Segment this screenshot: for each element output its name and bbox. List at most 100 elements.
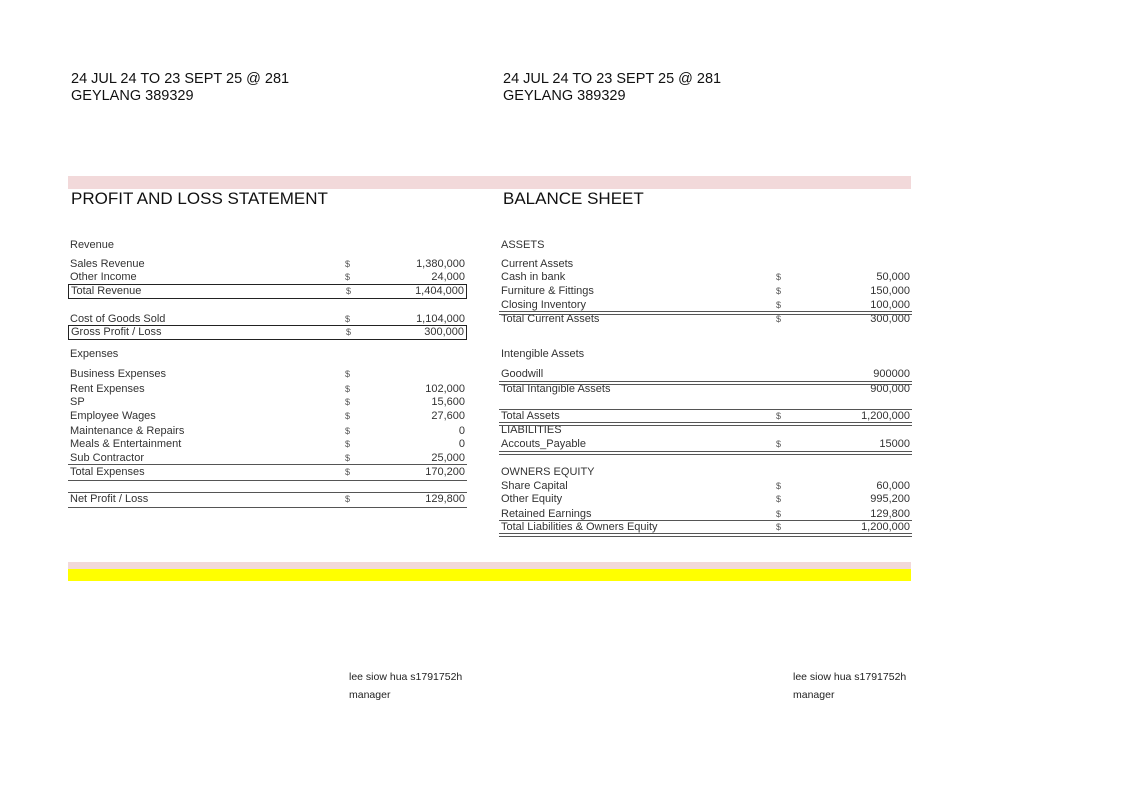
rule-line: [499, 520, 912, 521]
rule-line: [499, 453, 912, 455]
table-row: Current Assets: [499, 258, 912, 271]
row-value: 129,800: [870, 508, 910, 520]
rule-line: [499, 451, 912, 452]
row-value: 25,000: [431, 452, 465, 464]
signature-left: lee siow hua s1791752h manager: [349, 668, 462, 704]
signature-right-name: lee siow hua s1791752h: [793, 671, 907, 683]
rule-line: [499, 313, 912, 315]
dollar-sign: $: [345, 439, 351, 449]
row-label: ASSETS: [501, 239, 545, 251]
rule-line: [499, 383, 912, 385]
rule-line: [68, 492, 467, 493]
row-label: Closing Inventory: [501, 299, 586, 311]
row-label: Share Capital: [501, 480, 568, 492]
table-row: Expenses: [68, 348, 467, 361]
row-label: SP: [70, 396, 85, 408]
row-value: 900000: [873, 368, 910, 380]
row-label: Accouts_Payable: [501, 438, 586, 450]
row-label: Total Liabilities & Owners Equity: [501, 521, 658, 533]
dollar-sign: $: [776, 411, 782, 421]
row-value: 300,000: [870, 313, 910, 325]
table-row: Retained Earnings $129,800: [499, 508, 912, 521]
table-row: Revenue: [68, 239, 467, 252]
dollar-sign: $: [345, 272, 351, 282]
table-row: Cost of Goods Sold $1,104,000: [68, 313, 467, 326]
row-value: 0: [458, 425, 465, 437]
table-row: Sales Revenue $1,380,000: [68, 258, 467, 271]
row-label: Total Intangible Assets: [501, 383, 611, 395]
row-label: Sub Contractor: [70, 452, 144, 464]
signature-right: lee siow hua s1791752h manager: [793, 668, 906, 704]
row-label: OWNERS EQUITY: [501, 466, 595, 478]
header-right-line2: GEYLANG 389329: [503, 88, 626, 104]
header-left-line1: 24 JUL 24 TO 23 SEPT 25 @ 281: [71, 71, 290, 87]
rule-line: [68, 464, 467, 465]
rule-line: [68, 480, 467, 481]
row-value: 50,000: [876, 271, 910, 283]
row-value: 129,800: [425, 493, 465, 505]
row-label: Cost of Goods Sold: [70, 313, 166, 325]
rule-line: [499, 424, 912, 426]
table-row: Maintenance & Repairs $0: [68, 425, 467, 438]
row-label: Rent Expenses: [70, 383, 145, 395]
row-value: 1,104,000: [416, 313, 465, 325]
table-row: Total Current Assets $300,000: [499, 313, 912, 326]
dollar-sign: $: [776, 494, 782, 504]
dollar-sign: $: [776, 300, 782, 310]
row-value: 27,600: [431, 410, 465, 422]
table-row: Total Assets $1,200,000: [499, 410, 912, 423]
rule-line: [499, 311, 912, 312]
rule-line: [68, 507, 467, 508]
table-row: Sub Contractor $25,000: [68, 452, 467, 465]
dollar-sign: $: [346, 286, 352, 296]
dollar-sign: $: [776, 481, 782, 491]
row-value: 24,000: [431, 271, 465, 283]
row-label: Revenue: [70, 239, 115, 251]
table-row: Other Income $24,000: [68, 271, 467, 284]
dollar-sign: $: [345, 426, 351, 436]
row-label: Total Assets: [501, 410, 560, 422]
pink-band-bottom: [68, 562, 911, 569]
row-label: Net Profit / Loss: [70, 493, 149, 505]
row-value: 1,380,000: [416, 258, 465, 270]
dollar-sign: $: [345, 494, 351, 504]
row-label: Sales Revenue: [70, 258, 145, 270]
row-value: 995,200: [870, 493, 910, 505]
dollar-sign: $: [776, 286, 782, 296]
table-row: Rent Expenses $102,000: [68, 383, 467, 396]
row-value: 60,000: [876, 480, 910, 492]
row-label: LIABILITIES: [501, 424, 562, 436]
row-label: Goodwill: [501, 368, 544, 380]
row-value: 1,404,000: [415, 285, 464, 297]
table-row: OWNERS EQUITY: [499, 466, 912, 479]
row-label: Meals & Entertainment: [70, 438, 182, 450]
table-row: Furniture & Fittings $150,000: [499, 285, 912, 298]
row-label: Maintenance & Repairs: [70, 425, 185, 437]
header-left: 24 JUL 24 TO 23 SEPT 25 @ 281 GEYLANG 38…: [71, 71, 289, 105]
header-right-line1: 24 JUL 24 TO 23 SEPT 25 @ 281: [503, 71, 722, 87]
table-row: Share Capital $60,000: [499, 480, 912, 493]
signature-left-role: manager: [349, 689, 391, 701]
table-row: Business Expenses $: [68, 368, 467, 381]
table-row: LIABILITIES: [499, 424, 912, 437]
table-row: Closing Inventory $100,000: [499, 299, 912, 312]
rule-line: [499, 422, 912, 423]
row-value: 150,000: [870, 285, 910, 297]
table-row: Total Intangible Assets 900,000: [499, 383, 912, 396]
row-value: 100,000: [870, 299, 910, 311]
row-value: 15,600: [431, 396, 465, 408]
row-label: Employee Wages: [70, 410, 156, 422]
table-row: Other Equity $995,200: [499, 493, 912, 506]
row-value: 0: [458, 438, 465, 450]
row-label: Retained Earnings: [501, 508, 592, 520]
table-row: Goodwill 900000: [499, 368, 912, 381]
dollar-sign: $: [776, 314, 782, 324]
table-row: Employee Wages $27,600: [68, 410, 467, 423]
header-right: 24 JUL 24 TO 23 SEPT 25 @ 281 GEYLANG 38…: [503, 71, 721, 105]
row-label: Total Revenue: [71, 285, 142, 297]
row-label: Other Equity: [501, 493, 563, 505]
table-row: Meals & Entertainment $0: [68, 438, 467, 451]
table-row: Cash in bank $50,000: [499, 271, 912, 284]
dollar-sign: $: [345, 453, 351, 463]
row-value: 1,200,000: [861, 410, 910, 422]
